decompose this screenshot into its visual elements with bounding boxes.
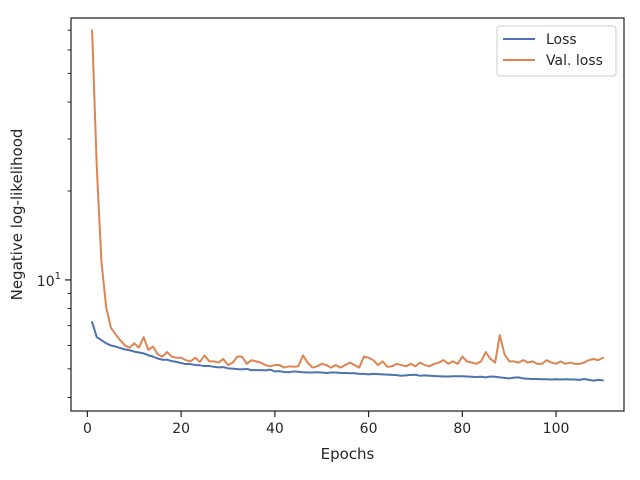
- legend-label-loss: Loss: [546, 32, 577, 48]
- x-tick-label: 80: [453, 421, 471, 437]
- plot-area-frame: [70, 17, 625, 412]
- series-line-val-loss: [91, 29, 604, 369]
- ticks-layer: 0 20 40 60 80 100 101: [37, 29, 570, 437]
- legend: Loss Val. loss: [496, 25, 617, 77]
- x-tick-label: 20: [172, 421, 190, 437]
- x-axis-label: Epochs: [321, 445, 375, 463]
- legend-label-val-loss: Val. loss: [546, 53, 603, 69]
- x-tick-label: 40: [266, 421, 284, 437]
- x-tick-label: 60: [360, 421, 378, 437]
- x-tick-label: 0: [83, 421, 92, 437]
- series-layer: [91, 29, 604, 382]
- y-axis-label: Negative log-likelihood: [8, 129, 26, 301]
- x-tick-label: 100: [543, 421, 570, 437]
- series-line-loss: [91, 321, 604, 382]
- y-tick-label: 101: [37, 271, 61, 290]
